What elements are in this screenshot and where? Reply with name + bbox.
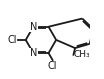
Text: N: N: [30, 48, 37, 58]
Text: CH₃: CH₃: [74, 50, 90, 59]
Text: Cl: Cl: [8, 35, 17, 45]
Text: N: N: [30, 22, 37, 32]
Text: Cl: Cl: [48, 61, 57, 71]
